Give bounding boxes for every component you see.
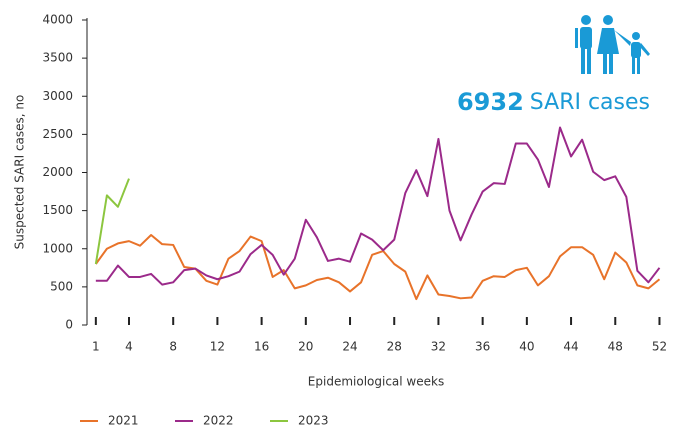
y-axis-label: Suspected SARI cases, no — [13, 95, 27, 250]
x-tick-label: 20 — [298, 340, 313, 354]
legend-label: 2022 — [203, 414, 234, 428]
y-tick-label: 2500 — [42, 127, 73, 141]
x-tick-label: 32 — [431, 340, 446, 354]
y-tick-label: 2000 — [42, 165, 73, 179]
x-tick-label: 8 — [169, 340, 177, 354]
y-tick-label: 0 — [65, 318, 73, 332]
series-line — [94, 178, 130, 265]
y-tick-label: 500 — [50, 279, 73, 293]
x-tick-label: 16 — [254, 340, 269, 354]
x-tick-label: 48 — [608, 340, 623, 354]
y-tick-label: 1000 — [42, 241, 73, 255]
annotation: 6932 SARI cases — [457, 88, 650, 116]
annotation-text: SARI cases — [530, 90, 650, 115]
x-tick-label: 12 — [210, 340, 225, 354]
x-tick-label: 44 — [563, 340, 578, 354]
legend-label: 2021 — [108, 414, 139, 428]
x-tick-label: 52 — [652, 340, 667, 354]
legend-label: 2023 — [298, 414, 329, 428]
x-tick-label: 28 — [387, 340, 402, 354]
y-tick-label: 3500 — [42, 51, 73, 65]
x-axis-label: Epidemiological weeks — [308, 375, 444, 389]
annotation-number: 6932 — [457, 88, 524, 116]
series-line — [95, 234, 661, 301]
x-tick-label: 36 — [475, 340, 490, 354]
family-icon — [575, 15, 650, 74]
x-tick-label: 40 — [519, 340, 534, 354]
y-tick-label: 3000 — [42, 89, 73, 103]
x-tick-label: 24 — [342, 340, 357, 354]
y-tick-label: 4000 — [42, 13, 73, 27]
x-tick-label: 1 — [92, 340, 100, 354]
x-tick-label: 4 — [125, 340, 133, 354]
series-line — [95, 126, 661, 286]
y-tick-label: 1500 — [42, 203, 73, 217]
